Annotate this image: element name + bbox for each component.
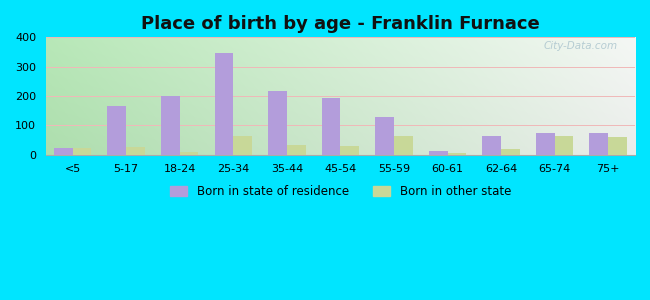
Text: City-Data.com: City-Data.com — [543, 41, 618, 51]
Bar — [322, 98, 341, 154]
Bar — [107, 106, 126, 154]
Bar — [448, 153, 466, 154]
Bar — [341, 146, 359, 154]
Bar — [287, 145, 305, 154]
Bar — [554, 136, 573, 154]
Bar — [233, 136, 252, 154]
Bar — [482, 136, 501, 154]
Bar — [73, 148, 92, 154]
Bar — [608, 137, 627, 154]
Bar — [375, 117, 394, 154]
Bar — [590, 133, 608, 154]
Bar — [180, 152, 198, 154]
Bar — [394, 136, 413, 154]
Bar — [536, 133, 554, 154]
Bar — [214, 53, 233, 154]
Bar — [501, 149, 520, 155]
Bar — [54, 148, 73, 154]
Bar — [161, 96, 180, 154]
Title: Place of birth by age - Franklin Furnace: Place of birth by age - Franklin Furnace — [141, 15, 540, 33]
Bar — [126, 147, 145, 154]
Bar — [268, 91, 287, 154]
Bar — [429, 151, 448, 154]
Legend: Born in state of residence, Born in other state: Born in state of residence, Born in othe… — [165, 180, 516, 203]
